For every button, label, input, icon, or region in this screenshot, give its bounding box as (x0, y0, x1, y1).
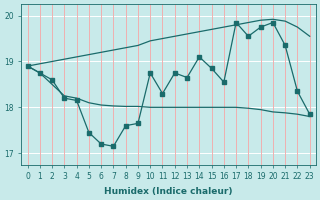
X-axis label: Humidex (Indice chaleur): Humidex (Indice chaleur) (104, 187, 233, 196)
